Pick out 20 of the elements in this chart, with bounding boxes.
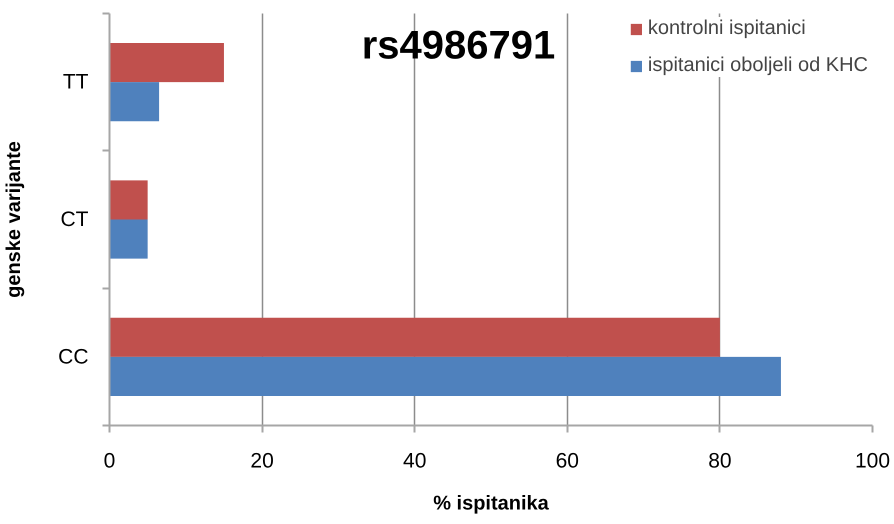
y-axis-title: genske varijante	[3, 141, 26, 298]
x-axis-title: % ispitanika	[433, 492, 550, 514]
chart-title: rs4986791	[362, 24, 556, 68]
x-tick-label: 100	[854, 450, 890, 472]
y-tick-label: CC	[58, 345, 89, 368]
bar	[110, 180, 148, 220]
y-tick-label: CT	[60, 208, 89, 231]
bar	[110, 356, 781, 396]
bar	[110, 220, 148, 259]
legend-label: kontrolni ispitanici	[648, 17, 806, 40]
bar	[110, 82, 160, 122]
x-tick-label: 60	[556, 450, 579, 472]
x-tick-label: 20	[250, 450, 274, 472]
y-tick-label: TT	[62, 70, 89, 94]
x-tick-label: 0	[104, 450, 116, 472]
bar	[110, 318, 720, 357]
bar	[110, 43, 224, 82]
x-tick-label: 80	[708, 450, 732, 472]
x-tick-label: 40	[403, 450, 426, 472]
legend-label: ispitanici oboljeli od KHC	[648, 54, 868, 77]
